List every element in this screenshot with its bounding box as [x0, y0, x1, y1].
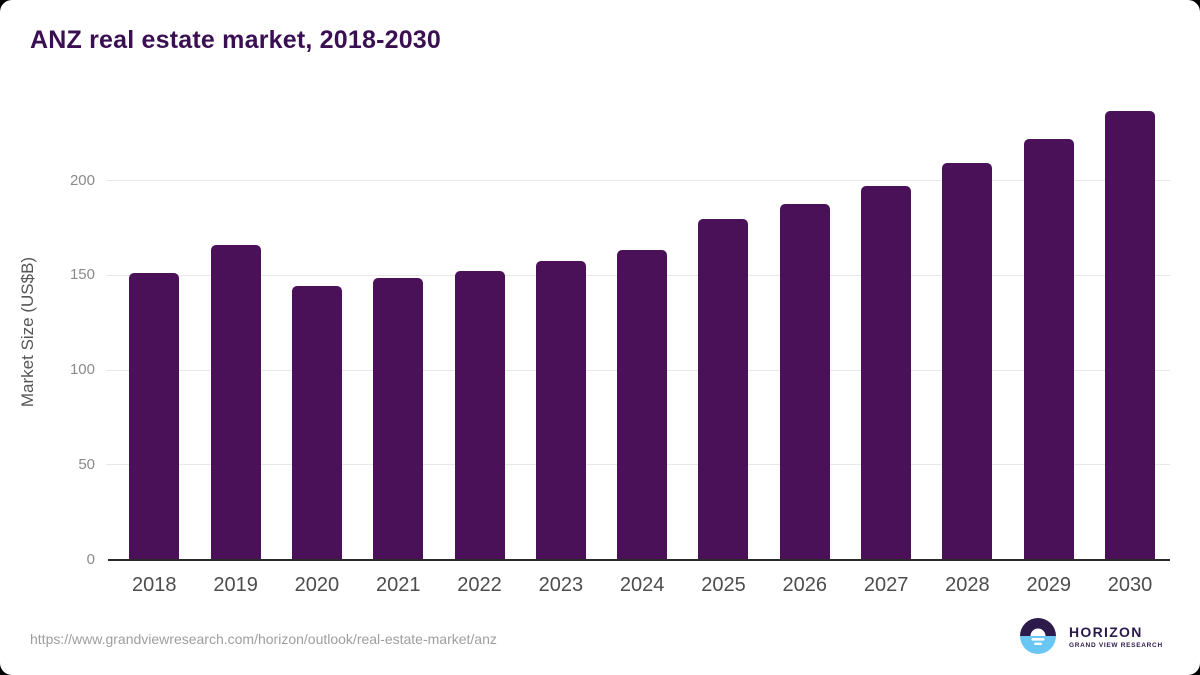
bar-2021[interactable]: [373, 278, 424, 559]
x-tick-label-2019: 2019: [213, 574, 258, 596]
x-axis-line: [108, 559, 1170, 561]
x-tick-label-2021: 2021: [375, 574, 421, 596]
x-tick-label-2026: 2026: [782, 574, 828, 596]
logo-subtitle: GRAND VIEW RESEARCH: [1069, 641, 1163, 649]
horizon-sun-icon: [1020, 618, 1056, 654]
y-tick-label-200: 200: [69, 171, 95, 189]
x-tick-label-2025: 2025: [701, 574, 746, 596]
logo-name: HORIZON: [1069, 623, 1143, 640]
bar-2018[interactable]: [129, 273, 180, 559]
y-axis-title: Market Size (US$B): [18, 256, 37, 408]
bar-2022[interactable]: [454, 271, 505, 559]
bar-2030[interactable]: [1105, 110, 1156, 559]
bar-2026[interactable]: [779, 203, 830, 559]
bar-2025[interactable]: [698, 219, 749, 559]
y-tick-label-100: 100: [69, 361, 95, 378]
x-tick-label-2023: 2023: [538, 574, 584, 596]
chart-title: ANZ real estate market, 2018-2030: [30, 26, 442, 54]
bar-2023[interactable]: [535, 261, 586, 559]
x-tick-label-2024: 2024: [619, 574, 665, 596]
x-tick-label-2018: 2018: [132, 574, 177, 596]
bar-2027[interactable]: [861, 185, 912, 559]
x-tick-label-2020: 2020: [294, 574, 340, 596]
bar-2020[interactable]: [291, 285, 342, 559]
source-url-text: https://www.grandviewresearch.com/horizo…: [30, 631, 497, 647]
bar-2024[interactable]: [617, 250, 668, 559]
x-tick-label-2022: 2022: [457, 574, 502, 596]
bar-2028[interactable]: [942, 163, 993, 559]
y-tick-label-50: 50: [78, 455, 95, 473]
y-tick-label-0: 0: [86, 550, 95, 568]
y-tick-label-150: 150: [69, 266, 95, 284]
horizon-logo: HORIZON GRAND VIEW RESEARCH: [1019, 617, 1163, 655]
bar-2029[interactable]: [1023, 139, 1074, 559]
x-tick-label-2027: 2027: [863, 574, 909, 596]
gridline-200: [106, 180, 1170, 181]
logo-text-block: HORIZON GRAND VIEW RESEARCH: [1069, 624, 1163, 649]
x-tick-label-2029: 2029: [1026, 574, 1071, 596]
bar-2019[interactable]: [210, 245, 261, 559]
x-tick-label-2030: 2030: [1107, 574, 1153, 596]
x-tick-label-2028: 2028: [945, 574, 990, 596]
